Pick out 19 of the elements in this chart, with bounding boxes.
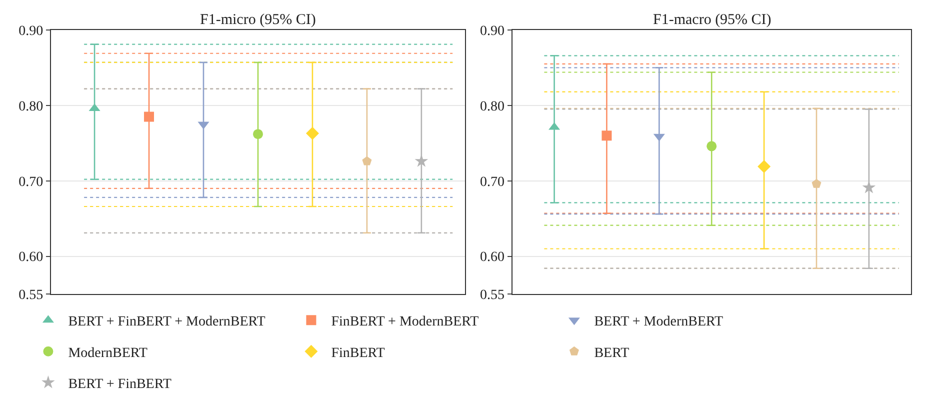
y-tick-label: 0.55 xyxy=(18,288,44,303)
y-tick-label: 0.90 xyxy=(480,24,505,39)
legend-label: BERT + FinBERT + ModernBERT xyxy=(68,314,266,330)
y-tick-label: 0.80 xyxy=(18,99,44,114)
legend-label: FinBERT + ModernBERT xyxy=(331,314,480,330)
y-tick-label: 0.70 xyxy=(18,174,44,190)
legend-label: BERT + ModernBERT xyxy=(594,314,724,330)
legend-label: BERT xyxy=(594,346,630,361)
y-tick-label: 0.80 xyxy=(480,99,505,114)
legend-label: BERT + FinBERT xyxy=(68,377,172,392)
y-tick-label: 0.70 xyxy=(480,174,505,190)
y-tick-label: 0.60 xyxy=(18,250,44,266)
chart-title: F1-macro (95% CI) xyxy=(653,12,772,28)
y-tick-label: 0.60 xyxy=(480,250,505,266)
y-tick-label: 0.90 xyxy=(18,24,44,39)
y-tick-label: 0.55 xyxy=(480,288,505,303)
legend-label: ModernBERT xyxy=(68,346,148,361)
legend-label: FinBERT xyxy=(331,346,386,361)
chart-title: F1-micro (95% CI) xyxy=(200,12,316,28)
